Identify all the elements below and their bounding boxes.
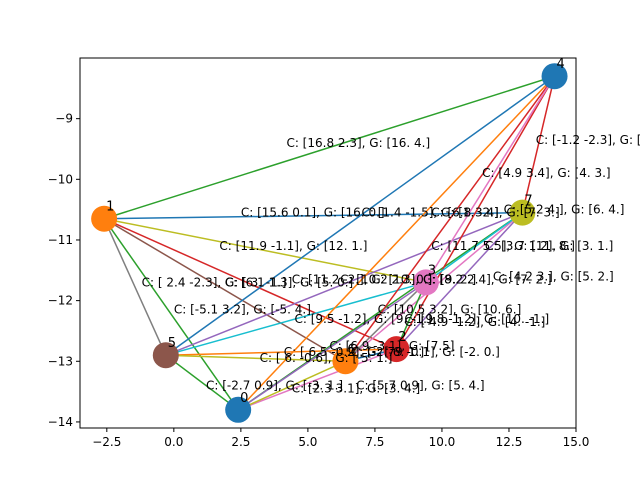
node-2 [383,336,410,363]
edge-3-4 [425,75,556,283]
edge-layer [103,75,556,411]
edge-6-3 [344,281,427,362]
node-label-4: 4 [557,57,565,72]
edge-annotation: C: [11.2 -2.], G: [10. 0.] [292,272,432,286]
edge-annotation: C: [10.5 3.2], G: [10. 6.] [378,303,522,317]
edge-annotation: C: [1.4 -1.5], G: [1. -2.] [362,206,499,220]
y-tick-label: −12 [48,294,73,308]
edge-6-4 [344,75,556,362]
edge-annotation: C: [16.8 2.3], G: [16. 4.] [286,136,430,150]
edge-0-6 [237,360,346,411]
edge-1-6 [103,218,346,362]
edge-annotation: C: [5.2 4.], G: [6. 4.] [504,203,625,217]
edge-annotation: C: [ 6.5 -0.2], G: [ 6. 1.] [284,345,424,359]
edge-annotation: C: [-1.2 -2.3], G: [ [536,133,640,147]
x-tick-label: 12.5 [496,435,523,449]
edge-5-3 [165,281,427,356]
node-label-1: 1 [106,200,114,215]
edge-0-3 [237,281,427,411]
y-tick-label: −11 [48,233,73,247]
node-6 [332,348,359,375]
edge-annotation: C: [9.5 -1.2], G: [9. -1.] [294,312,431,326]
x-axis: −2.5 0.0 2.5 5.0 7.5 10.0 12.5 15.0 [92,428,589,449]
edge-0-2 [237,348,397,411]
x-tick-label: −2.5 [92,435,121,449]
edge-1-0 [103,218,239,411]
edge-5-4 [165,75,555,356]
y-tick-label: −9 [55,112,73,126]
edge-annotation: C: [2.3 3.1], G: [3. 4.] [292,382,420,396]
edge-annotation: C: [15.6 0.1], G: [16. 0.] [241,206,385,220]
edge-annotation: C: [6.8 3.4], G: [7. 3.] [431,206,559,220]
node-label-6: 6 [347,342,355,357]
x-tick-label: 2.5 [231,435,250,449]
node-1 [91,205,118,232]
node-4 [541,63,568,90]
edge-annotation: C: [ 2.4 -2.3], G: [ 3. -1.] [142,275,287,289]
node-0 [225,396,252,423]
edge-annotation: C: [11.7 5.5], G: [11. 8.] [431,239,575,253]
y-tick-label: −10 [48,172,73,186]
node-7 [509,199,536,226]
edge-annotation: C: [3.7 1.2], G: [3. 1.] [485,239,613,253]
edge-annotation: C: [9.8 -1.2], G: [10. -1.] [404,312,549,326]
edge-annotation: C: [ 4.9 -1.2], G: [4. -1.] [404,315,545,329]
node-label-0: 0 [240,391,248,406]
edge-2-4 [395,75,556,350]
x-tick-label: 15.0 [563,435,590,449]
edge-0-4 [237,75,556,411]
node-label-5: 5 [168,336,176,351]
edge-annotation: C: [-2.7 0.9], G: [-3. 1.] [206,379,343,393]
edge-annotation: C: [6.1 1.3], G: [5. 0.] [225,275,353,289]
edge-annotation: C: [ 6. -0.6], G: [ 5. 1.] [260,351,393,365]
edge-3-7 [425,212,523,284]
node-label-7: 7 [524,194,532,209]
edge-annotation: C: [-5.1 3.2], G: [-5. 4.] [174,303,311,317]
edge-7-4 [521,76,556,213]
node-label-2: 2 [398,330,406,345]
x-tick-label: 7.5 [365,435,384,449]
x-tick-label: 10.0 [429,435,456,449]
plot-frame [79,57,577,429]
node-label-layer: 0 1 2 3 4 5 6 7 [106,57,565,406]
edge-2-7 [395,212,523,350]
edge-1-3 [103,218,427,284]
y-tick-label: −14 [48,415,73,429]
node-layer [91,63,568,423]
edge-annotation: C: [5.7 0.9], G: [5. 4.] [356,379,484,393]
x-tick-label: 0.0 [164,435,183,449]
edge-annotation: C: [11.9 -1.1], G: [12. 1.] [219,239,367,253]
edge-5-0 [165,354,239,411]
edge-annotation: C: [6.9 -3.1], G: [7.5] [329,339,454,353]
y-tick-label: −13 [48,354,73,368]
node-label-3: 3 [428,263,436,278]
edge-1-2 [103,218,397,350]
node-5 [152,342,179,369]
node-3 [412,269,439,296]
edge-annotation: C: [8.2 2.4], G: [7. 2.] [423,272,551,286]
annotation-layer: C: [16.8 2.3], G: [16. 4.] C: [-1.2 -2.3]… [142,133,640,396]
edge-annotation: C: [-2.79 -0.1], G: [-2. 0.] [351,345,500,359]
x-tick-label: 5.0 [298,435,317,449]
edge-annotation: C: [4.9 3.4], G: [4. 3.] [482,166,610,180]
edge-1-4 [103,75,555,220]
edge-5-6 [165,354,346,363]
y-axis: −14 −13 −12 −11 −10 −9 [48,112,80,429]
edge-annotation: C: [10.2 2.3], G: [9. 2.] [340,272,476,286]
edge-1-5 [103,218,167,356]
edge-1-7 [104,211,523,220]
edge-5-7 [165,211,523,356]
edge-annotation: C: [4.2 3.], G: [5. 2.] [493,269,614,283]
